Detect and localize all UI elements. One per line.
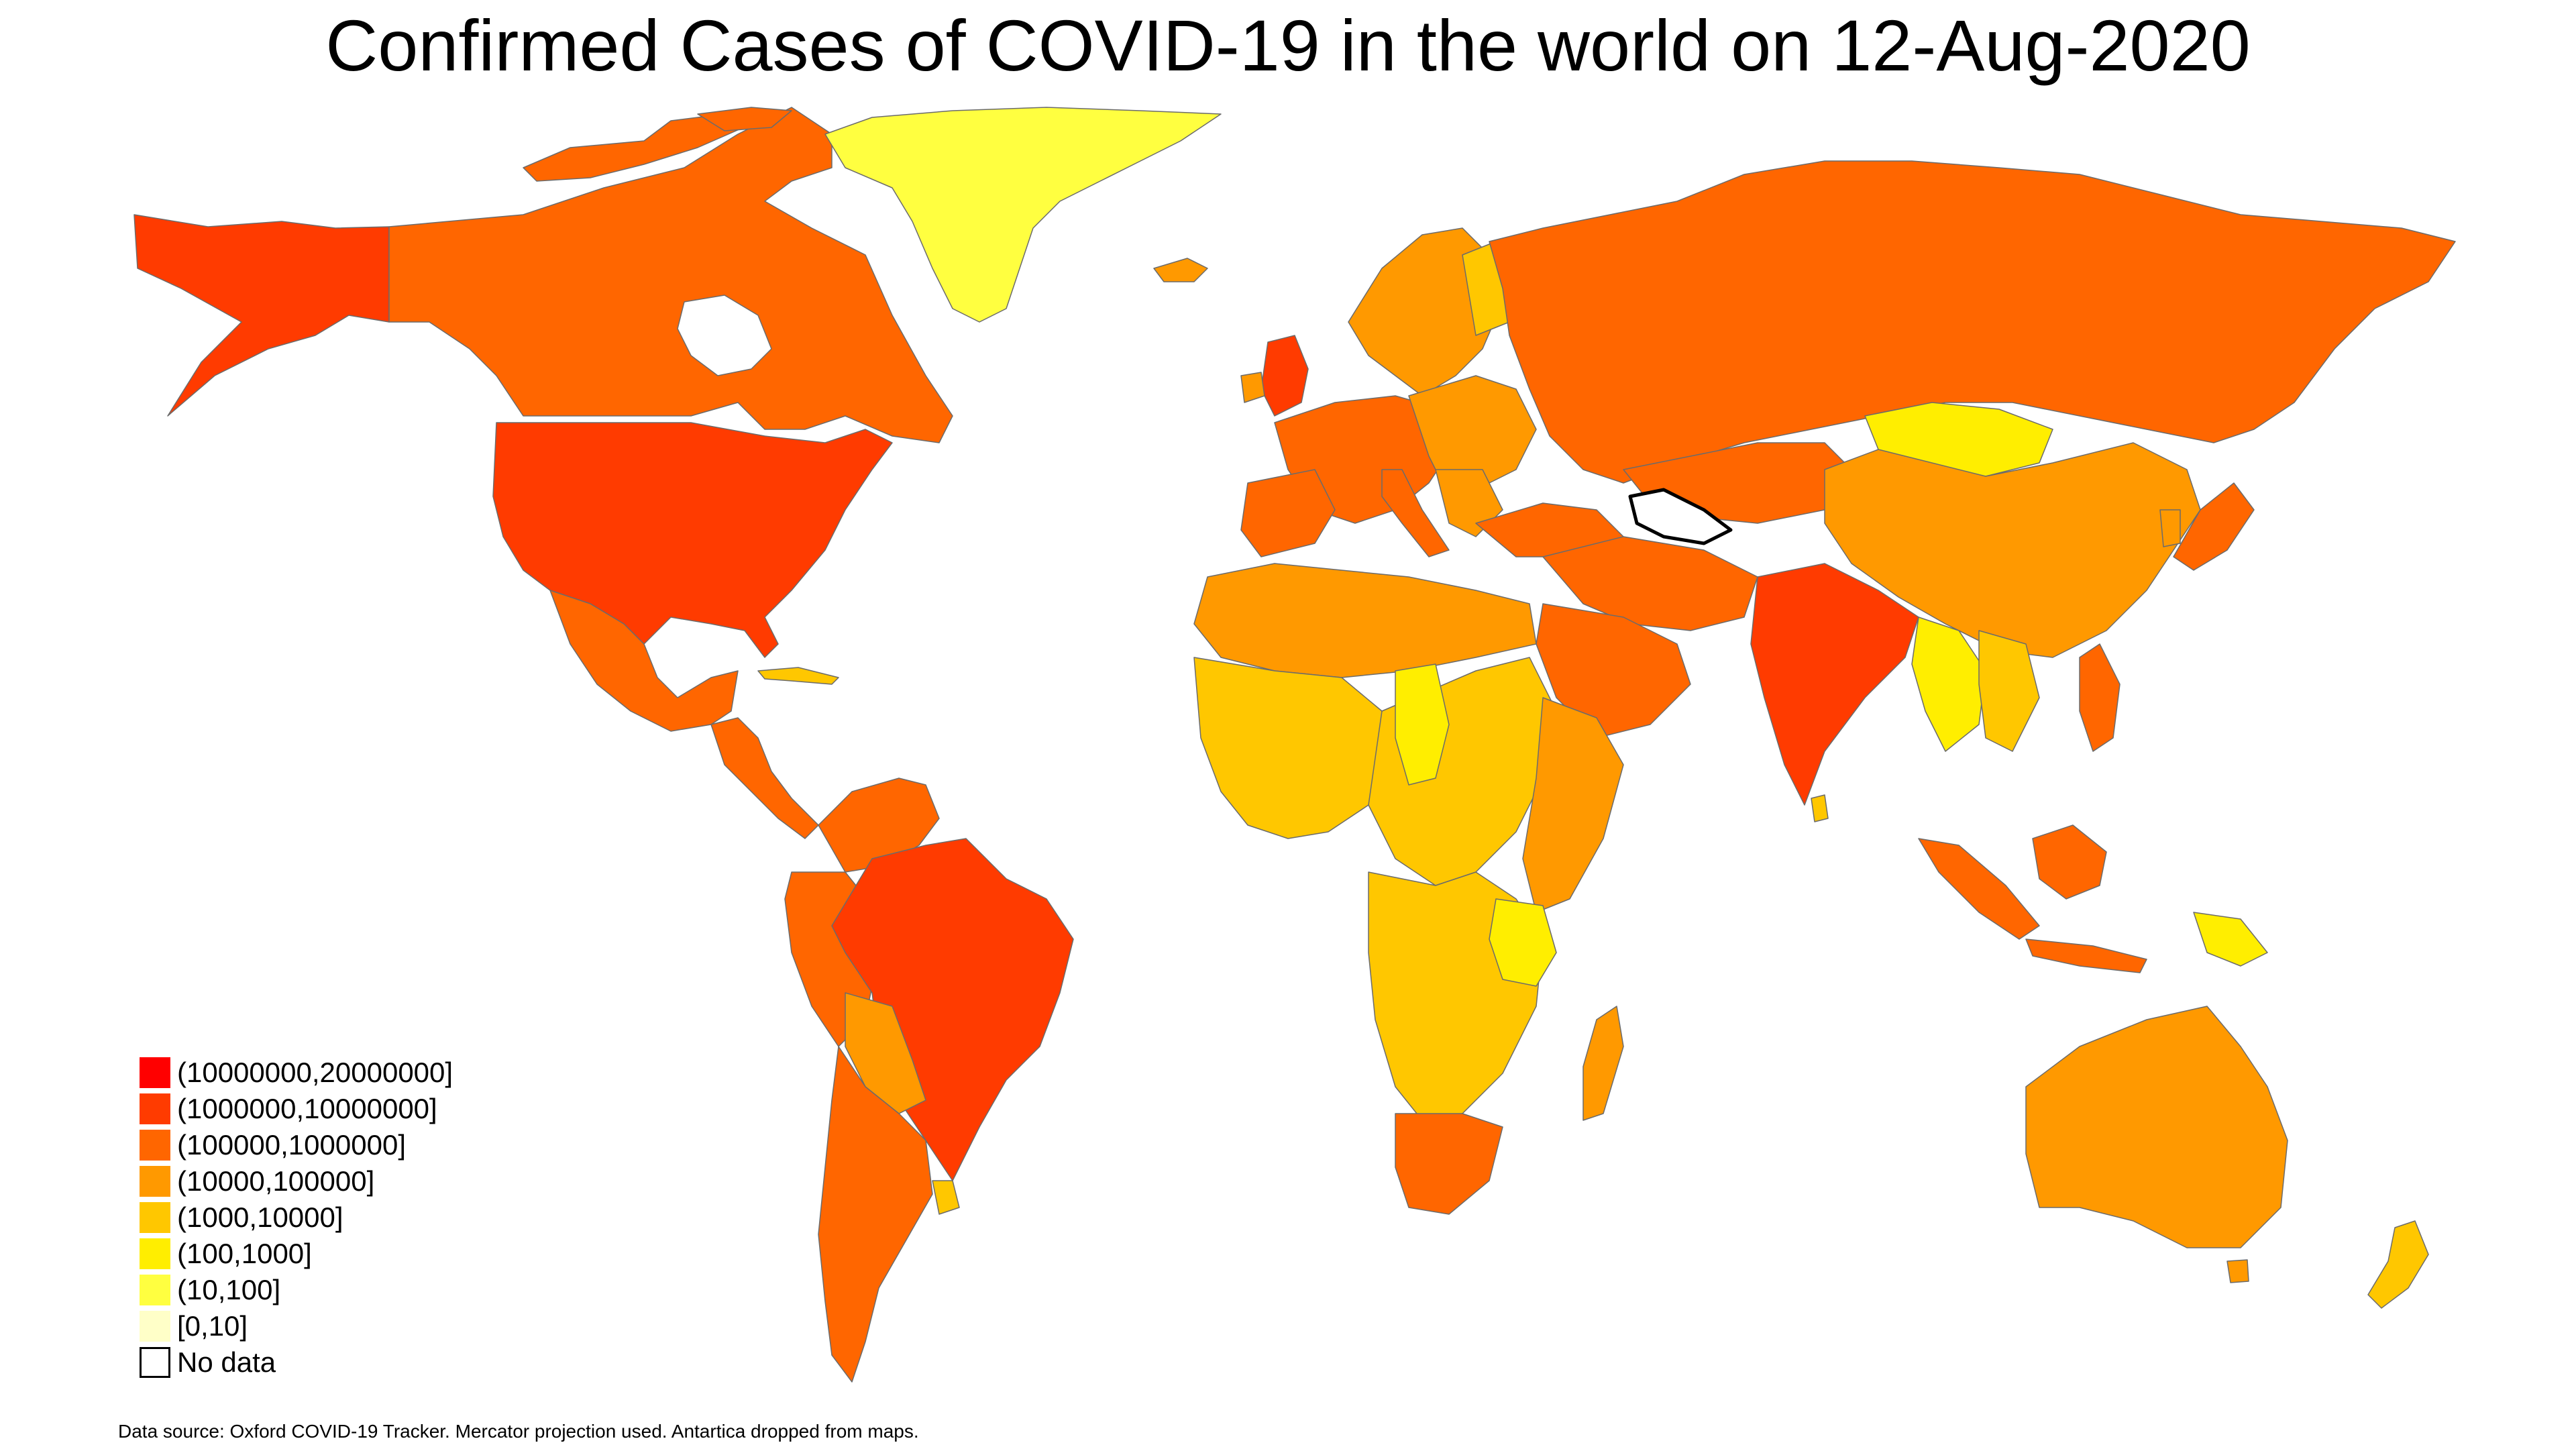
indonesia-borneo-java [2025, 824, 2147, 973]
legend-row: (10000,100000] [140, 1163, 453, 1199]
united-states [492, 422, 893, 658]
bolivia-paraguay [845, 992, 926, 1114]
legend-row: No data [140, 1344, 453, 1381]
west-africa [1193, 657, 1396, 839]
canada-ellesmere-island [697, 107, 792, 131]
colombia-venezuela [818, 777, 940, 873]
legend-label: (1000000,10000000] [177, 1093, 437, 1124]
indonesia-sumatra [1918, 838, 2040, 940]
cuba [757, 667, 839, 685]
italy [1381, 469, 1450, 557]
new-zealand [2367, 1220, 2429, 1309]
southeast-asia [1911, 616, 1986, 752]
legend-swatch [140, 1275, 170, 1305]
legend-swatch [140, 1202, 170, 1233]
legend-swatch [140, 1093, 170, 1124]
legend-swatch [140, 1057, 170, 1088]
philippines [2079, 643, 2121, 752]
russia [1489, 160, 2456, 484]
india [1750, 563, 1919, 806]
arabian-peninsula [1536, 603, 1691, 739]
turkmenistan [1628, 488, 1733, 545]
tanzania [1489, 898, 1557, 987]
hudson-bay [677, 294, 772, 376]
chad [1395, 663, 1450, 786]
east-africa [1522, 697, 1624, 913]
legend-label: (1000,10000] [177, 1201, 343, 1233]
tasmania [2226, 1259, 2249, 1283]
indochina [1978, 630, 2040, 752]
legend-swatch [140, 1311, 170, 1342]
mexico [549, 590, 739, 732]
legend-swatch [140, 1238, 170, 1269]
ireland [1240, 372, 1265, 403]
china [1824, 442, 2201, 658]
map-title: Confirmed Cases of COVID-19 in the world… [325, 5, 2251, 86]
alaska [133, 214, 390, 417]
north-africa [1193, 563, 1537, 678]
korea [2159, 509, 2181, 547]
eastern-europe [1408, 375, 1537, 490]
iran-middle-east [1542, 536, 1758, 631]
legend-label: (100000,1000000] [177, 1129, 406, 1161]
greenland [824, 107, 1222, 323]
madagascar [1582, 1006, 1624, 1121]
central-america [710, 717, 819, 839]
legend-row: (1000000,10000000] [140, 1091, 453, 1127]
united-kingdom [1260, 335, 1309, 417]
sri-lanka [1811, 794, 1829, 822]
legend-row: [0,10] [140, 1308, 453, 1344]
iceland [1153, 258, 1208, 282]
uruguay [932, 1180, 960, 1215]
legend-label: (100,1000] [177, 1238, 312, 1269]
legend: (10000000,20000000] (1000000,10000000] (10… [140, 1055, 453, 1381]
papua-new-guinea [2193, 912, 2268, 967]
legend-label: [0,10] [177, 1310, 248, 1342]
japan [2173, 482, 2255, 571]
south-africa [1395, 1113, 1503, 1215]
legend-row: (10000000,20000000] [140, 1055, 453, 1091]
legend-row: (100000,1000000] [140, 1127, 453, 1163]
australia [2025, 1006, 2288, 1248]
legend-row: (10,100] [140, 1272, 453, 1308]
legend-swatch [140, 1130, 170, 1161]
legend-swatch [140, 1166, 170, 1197]
legend-label: No data [177, 1346, 276, 1378]
legend-row: (100,1000] [140, 1236, 453, 1272]
legend-swatch [140, 1347, 170, 1378]
legend-label: (10000000,20000000] [177, 1057, 453, 1088]
chile-argentina [818, 1046, 933, 1383]
legend-row: (1000,10000] [140, 1199, 453, 1236]
legend-label: (10000,100000] [177, 1165, 375, 1197]
brazil [831, 838, 1074, 1181]
legend-label: (10,100] [177, 1274, 281, 1305]
source-note: Data source: Oxford COVID-19 Tracker. Me… [118, 1421, 919, 1442]
iberia [1240, 469, 1336, 557]
